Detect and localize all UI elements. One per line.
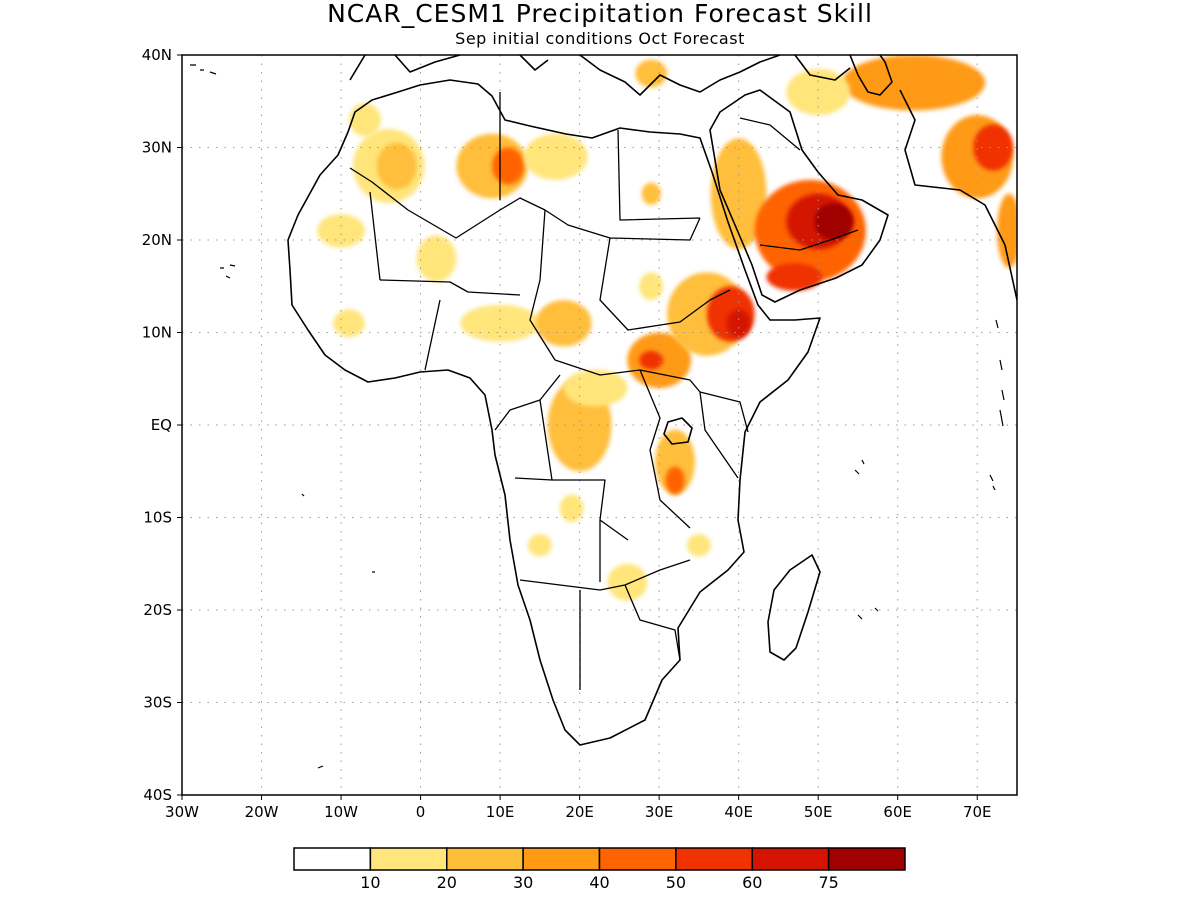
colorbar-swatch <box>598 847 677 871</box>
colorbar-label: 60 <box>742 873 762 892</box>
country-borders <box>349 92 859 690</box>
arabia-coastline <box>709 89 889 303</box>
y-tick-label: 10S <box>143 509 172 527</box>
skill-patch <box>376 142 417 190</box>
skill-patch <box>814 203 854 240</box>
madagascar-coastline <box>767 554 821 661</box>
x-tick-label: 10E <box>486 803 515 821</box>
colorbar-swatch <box>751 847 830 871</box>
skill-patch <box>349 103 381 137</box>
skill-shading <box>317 55 1017 601</box>
africa-coastline <box>287 79 821 746</box>
skill-patch <box>997 193 1017 268</box>
skill-patch <box>527 534 552 557</box>
skill-patch <box>726 309 751 338</box>
skill-patch <box>710 138 767 250</box>
colorbar-swatch <box>675 847 753 871</box>
skill-patch <box>639 351 664 370</box>
colorbar-swatch <box>446 847 524 871</box>
y-tick-label: 20S <box>143 601 172 619</box>
skill-patch <box>563 369 628 407</box>
colorbar-swatch <box>293 847 372 871</box>
gridlines <box>182 55 1017 795</box>
europe-coastline <box>349 55 781 96</box>
colorbar-swatch <box>827 847 906 871</box>
x-tick-label: 10W <box>324 803 358 821</box>
skill-patch <box>686 534 711 557</box>
lake-victoria <box>663 417 693 445</box>
skill-patch <box>607 563 648 601</box>
colorbar-label: 10 <box>360 873 380 892</box>
x-tick-label: 20E <box>565 803 594 821</box>
colorbar-label: 20 <box>437 873 457 892</box>
asia-coastline <box>794 55 1017 301</box>
island-marks <box>190 64 1005 769</box>
x-tick-label: 30E <box>645 803 674 821</box>
skill-patch <box>317 214 365 248</box>
map-subtitle: Sep initial conditions Oct Forecast <box>455 29 745 48</box>
skill-patch <box>639 272 664 301</box>
skill-patch <box>641 182 661 205</box>
skill-patch <box>416 235 457 282</box>
colorbar-label: 75 <box>818 873 838 892</box>
y-tick-label: 40N <box>142 46 172 64</box>
colorbar-label: 50 <box>666 873 686 892</box>
x-axis-ticks: 30W 20W 10W 0 10E 20E 30E 40E 50E 60E 70E <box>165 795 992 821</box>
y-tick-label: 40S <box>143 786 172 804</box>
x-tick-label: 0 <box>416 803 426 821</box>
skill-patch <box>635 59 668 88</box>
y-tick-label: 10N <box>142 324 172 342</box>
plot-area <box>182 55 1017 795</box>
y-tick-label: 30N <box>142 139 172 157</box>
x-tick-label: 50E <box>804 803 833 821</box>
skill-patch <box>973 124 1014 171</box>
x-tick-label: 20W <box>245 803 279 821</box>
x-tick-label: 60E <box>883 803 912 821</box>
colorbar-label: 40 <box>589 873 609 892</box>
colorbar-swatch <box>369 847 448 871</box>
skill-patch <box>535 300 592 347</box>
skill-patch <box>523 133 588 180</box>
y-tick-label: 30S <box>143 694 172 712</box>
colorbar: 10 20 30 40 50 60 75 <box>293 847 906 892</box>
x-tick-label: 40E <box>724 803 753 821</box>
skill-patch <box>333 309 365 338</box>
skill-patch <box>492 147 524 185</box>
map-title: NCAR_CESM1 Precipitation Forecast Skill <box>327 0 873 28</box>
colorbar-swatch <box>522 847 601 871</box>
caspian-coastline <box>849 55 893 96</box>
colorbar-label: 30 <box>513 873 533 892</box>
skill-patch <box>766 263 823 291</box>
skill-patch <box>665 466 685 495</box>
x-tick-label: 30W <box>165 803 199 821</box>
skill-patch <box>655 429 695 495</box>
y-axis-ticks: 40N 30N 20N 10N EQ 10S 20S 30S 40S <box>142 46 182 804</box>
skill-patch <box>842 55 986 111</box>
y-tick-label: 20N <box>142 231 172 249</box>
y-tick-label: EQ <box>151 416 172 434</box>
x-tick-label: 70E <box>963 803 992 821</box>
skill-patch <box>559 494 584 523</box>
